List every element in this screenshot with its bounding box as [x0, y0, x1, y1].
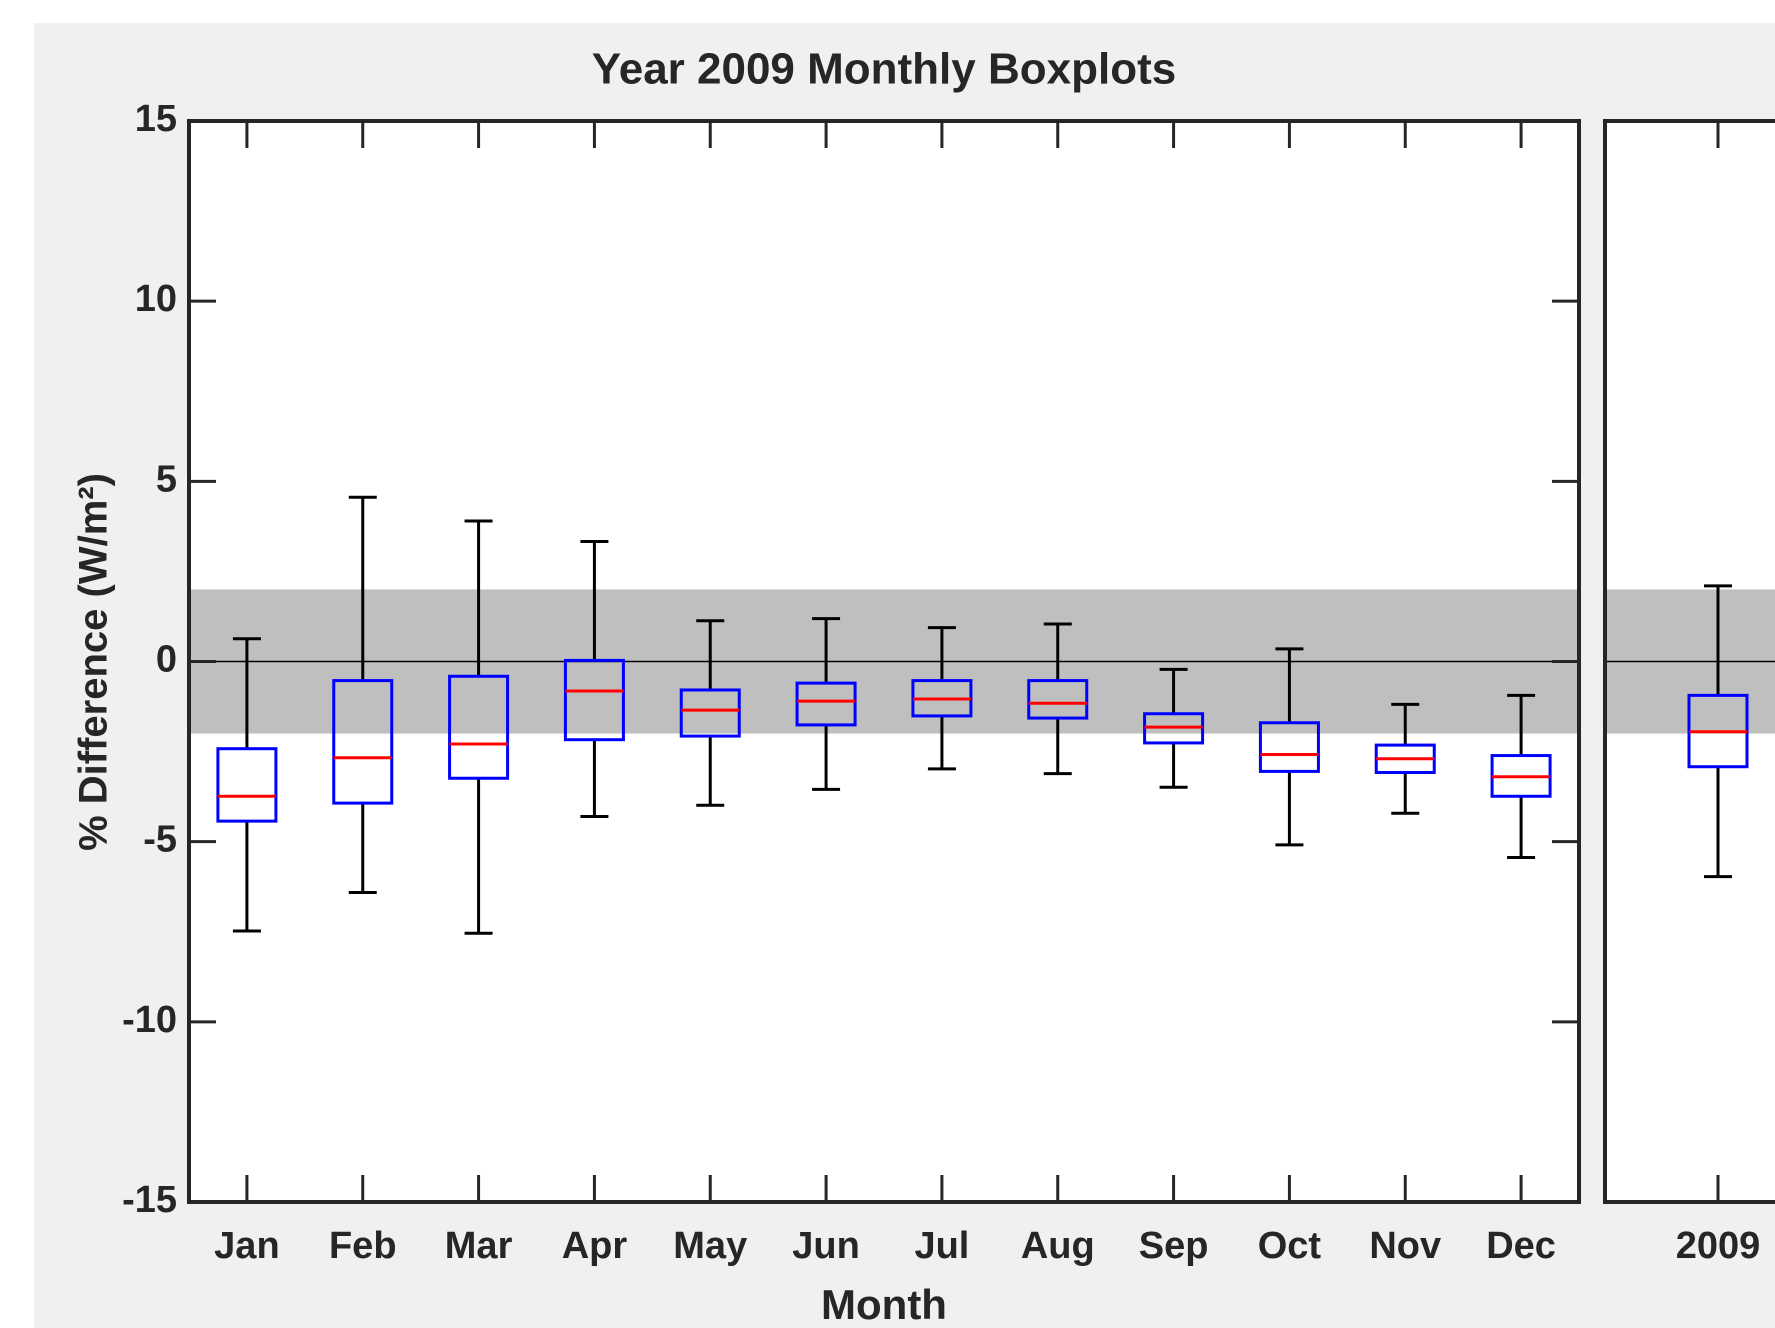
box: [563, 658, 625, 742]
box: [1027, 679, 1089, 720]
x-tick-label: Sep: [1139, 1225, 1209, 1267]
x-tick-label: Jul: [914, 1225, 969, 1267]
y-tick-label: -15: [122, 1179, 177, 1221]
x-tick-label: Jan: [214, 1225, 279, 1267]
box: [216, 747, 278, 823]
y-tick-label: -10: [122, 999, 177, 1041]
x-tick-label: Mar: [445, 1225, 513, 1267]
chart-title: Year 2009 Monthly Boxplots: [592, 45, 1176, 94]
box: [332, 679, 394, 805]
box: [448, 674, 510, 780]
y-axis-label: % Difference (W/m²): [72, 473, 116, 851]
box: [795, 681, 857, 727]
x-tick-label: Oct: [1258, 1225, 1322, 1267]
x-tick-label: 2009: [1676, 1225, 1761, 1267]
x-tick-label: Aug: [1021, 1225, 1095, 1267]
x-tick-label: Jun: [792, 1225, 860, 1267]
x-tick-label: Apr: [562, 1225, 628, 1267]
y-tick-label: 15: [135, 98, 177, 140]
y-tick-label: 0: [156, 639, 177, 681]
x-tick-label: Dec: [1486, 1225, 1556, 1267]
y-tick-label: 5: [156, 458, 177, 500]
axes-frame: [187, 119, 1581, 1204]
x-tick-label: May: [673, 1225, 747, 1267]
axes-frame: [1603, 119, 1775, 1204]
box: [679, 688, 741, 738]
y-tick-label: 10: [135, 278, 177, 320]
box: [1258, 721, 1320, 773]
y-tick-label: -5: [143, 819, 177, 861]
x-axis-label: Month: [821, 1281, 947, 1328]
x-tick-label: Feb: [329, 1225, 397, 1267]
x-tick-label: Nov: [1369, 1225, 1441, 1267]
